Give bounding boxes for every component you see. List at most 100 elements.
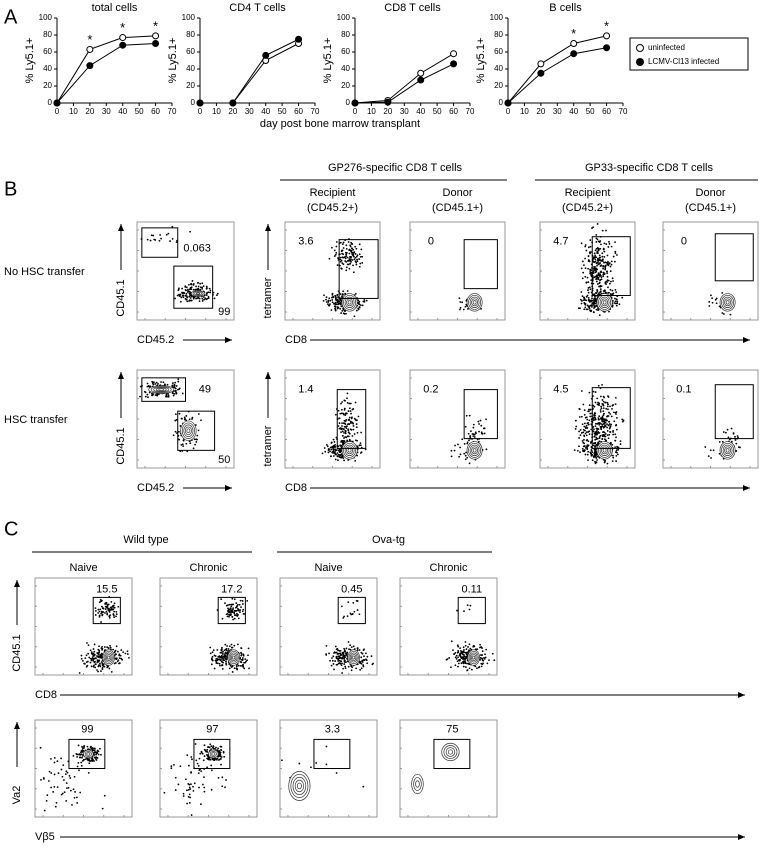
event-dot [243, 661, 245, 664]
contour [292, 776, 307, 796]
event-dot [63, 791, 66, 794]
event-dot [609, 270, 612, 273]
event-dot [578, 430, 580, 433]
gate [338, 239, 379, 299]
event-dot [585, 295, 588, 298]
event-dot [359, 668, 362, 671]
event-dot [581, 295, 584, 298]
event-dot [210, 663, 213, 666]
event-dot [362, 785, 365, 788]
event-dot [215, 746, 217, 749]
event-dot [595, 267, 598, 270]
data-point [603, 44, 611, 52]
data-point [152, 32, 160, 40]
event-dot [182, 795, 185, 797]
event-dot [81, 756, 83, 759]
event-dot [600, 427, 602, 430]
contour [183, 424, 194, 437]
event-dot [200, 770, 203, 773]
event-dot [195, 759, 198, 762]
event-dot [201, 297, 204, 300]
event-dot [483, 657, 485, 659]
event-dot [354, 401, 357, 404]
event-dot [103, 665, 106, 668]
event-dot [337, 425, 340, 427]
event-dot [582, 450, 585, 453]
event-dot [616, 417, 618, 419]
event-dot [340, 412, 343, 415]
event-dot [485, 448, 488, 451]
flow-plot: 0.11 [399, 577, 498, 676]
event-dot [53, 773, 56, 776]
event-dot [218, 662, 221, 665]
event-dot [333, 668, 335, 671]
event-dot [211, 655, 214, 658]
event-dot [80, 657, 83, 660]
event-dot [336, 300, 339, 303]
event-dot [333, 441, 336, 443]
event-dot [599, 410, 602, 413]
event-dot [323, 294, 325, 297]
event-dot [606, 419, 608, 422]
event-dot [463, 610, 465, 613]
flow-plot: 17.2 [159, 577, 258, 676]
event-dot [597, 248, 600, 250]
event-dot [609, 265, 612, 268]
event-dot [346, 652, 348, 655]
event-dot [226, 645, 228, 647]
event-dot [614, 300, 617, 303]
event-dot [586, 453, 589, 456]
contour [86, 752, 91, 756]
event-dot [146, 382, 149, 385]
x-tick-label: 70 [466, 107, 475, 116]
y-axis-label: tetramer [262, 425, 274, 466]
gate-frequency: 3.3 [325, 724, 340, 736]
event-dot [605, 283, 607, 285]
event-dot [600, 417, 603, 419]
event-dot [329, 299, 332, 302]
contour [344, 296, 355, 309]
event-dot [122, 651, 125, 654]
event-dot [351, 416, 353, 419]
event-dot [325, 763, 328, 766]
event-dot [606, 430, 609, 432]
event-dot [330, 296, 333, 299]
event-dot [606, 462, 609, 465]
x-tick-label: 20 [85, 107, 94, 116]
event-dot [115, 610, 118, 613]
significance-mark: * [153, 18, 158, 33]
event-dot [365, 658, 367, 661]
gate-frequency: 0 [428, 236, 434, 248]
event-dot [609, 430, 611, 433]
event-dot [230, 613, 232, 616]
event-dot [456, 660, 459, 663]
significance-mark: * [87, 32, 92, 47]
event-dot [467, 308, 469, 310]
event-dot [721, 440, 724, 443]
event-dot [188, 783, 191, 786]
contour [232, 655, 236, 660]
event-dot [202, 285, 205, 288]
event-dot [227, 607, 229, 610]
event-dot [173, 383, 176, 386]
event-dot [205, 287, 208, 290]
event-dot [156, 393, 159, 396]
event-dot [219, 664, 221, 667]
event-dot [200, 803, 202, 806]
event-dot [144, 391, 147, 394]
event-dot [591, 227, 593, 230]
event-dot [466, 441, 469, 444]
event-dot [456, 644, 459, 647]
event-dot [604, 433, 607, 435]
event-dot [353, 648, 356, 650]
event-dot [321, 452, 324, 455]
event-dot [604, 264, 607, 267]
event-dot [233, 667, 236, 670]
event-dot [99, 747, 101, 750]
event-dot [87, 771, 90, 774]
event-dot [605, 439, 608, 442]
flow-plot: 0.1 [662, 369, 759, 469]
event-dot [587, 431, 590, 433]
event-dot [342, 428, 345, 430]
event-dot [115, 658, 118, 661]
